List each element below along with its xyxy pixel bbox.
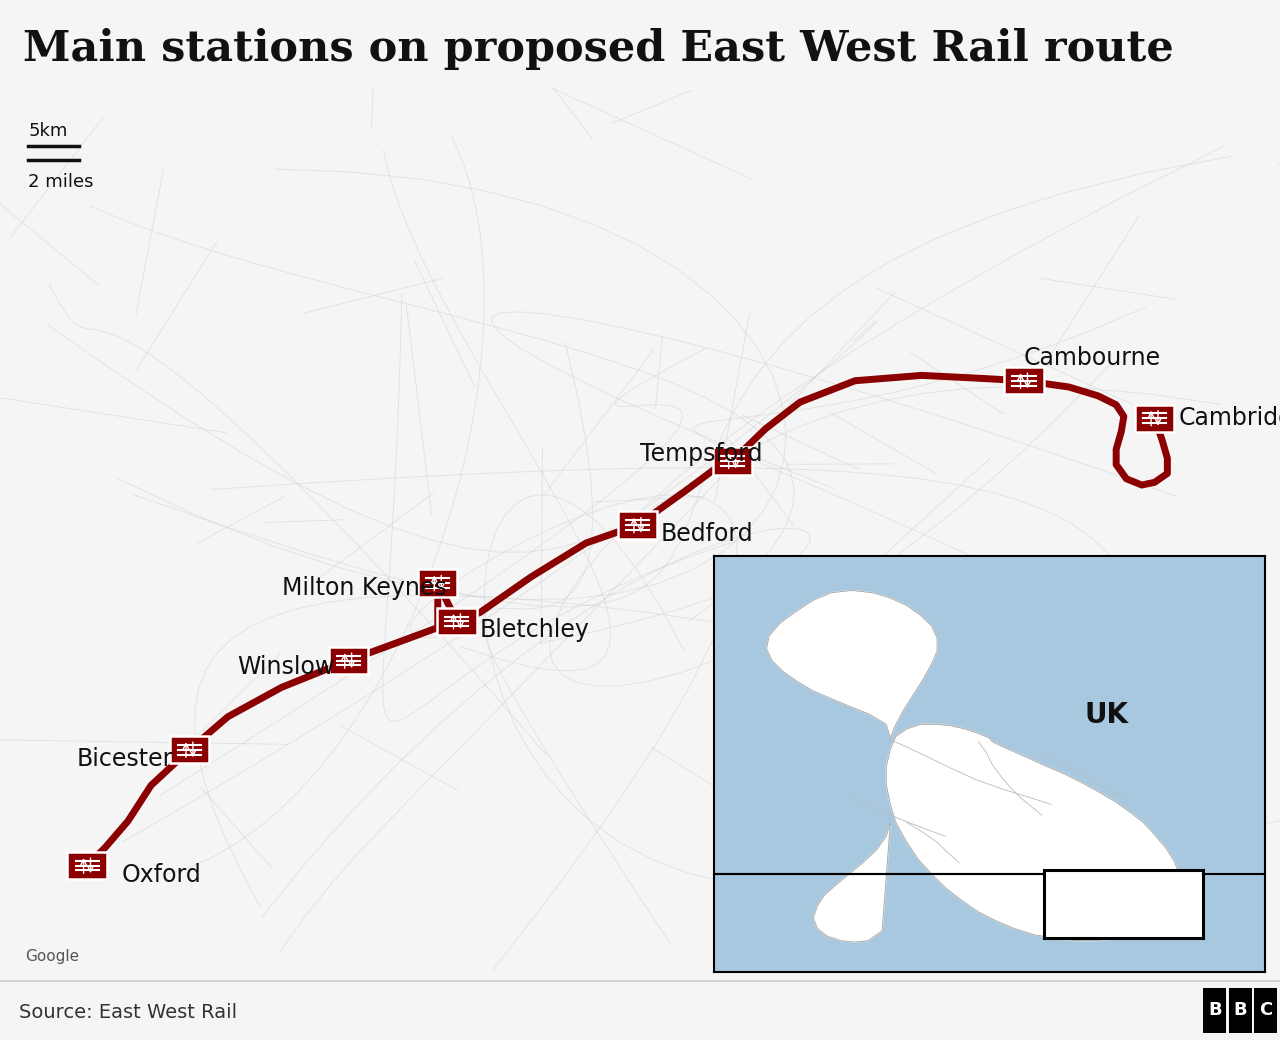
Bar — [329, 647, 367, 674]
Text: Main stations on proposed East West Rail route: Main stations on proposed East West Rail… — [23, 28, 1174, 70]
Text: Bedford: Bedford — [660, 522, 753, 546]
Bar — [1005, 367, 1043, 394]
Text: Source: East West Rail: Source: East West Rail — [19, 1004, 237, 1022]
Text: Bletchley: Bletchley — [480, 619, 590, 643]
Text: 5km: 5km — [28, 122, 68, 140]
Bar — [1044, 870, 1203, 938]
Text: B: B — [1208, 1000, 1221, 1019]
Text: Google: Google — [26, 948, 79, 964]
Bar — [419, 570, 457, 597]
Bar — [618, 512, 657, 539]
Text: C: C — [1260, 1000, 1272, 1019]
Bar — [170, 736, 209, 763]
Text: B: B — [1234, 1000, 1247, 1019]
Bar — [1254, 988, 1277, 1033]
Text: UK: UK — [1084, 701, 1129, 729]
Polygon shape — [813, 823, 891, 942]
Text: Bicester: Bicester — [77, 747, 173, 771]
Bar — [1135, 405, 1174, 432]
Text: Cambourne: Cambourne — [1024, 345, 1161, 369]
Bar — [438, 607, 476, 635]
Bar — [1229, 988, 1252, 1033]
Polygon shape — [886, 724, 1183, 940]
Text: Milton Keynes: Milton Keynes — [282, 575, 447, 599]
Text: Tempsford: Tempsford — [640, 442, 763, 466]
Polygon shape — [767, 591, 937, 738]
Text: Winslow: Winslow — [237, 655, 334, 679]
Bar — [713, 447, 751, 474]
Text: Cambridge: Cambridge — [1179, 407, 1280, 431]
Text: Oxford: Oxford — [122, 862, 201, 886]
Bar — [1203, 988, 1226, 1033]
Bar — [68, 852, 106, 879]
Text: 2 miles: 2 miles — [28, 173, 93, 191]
